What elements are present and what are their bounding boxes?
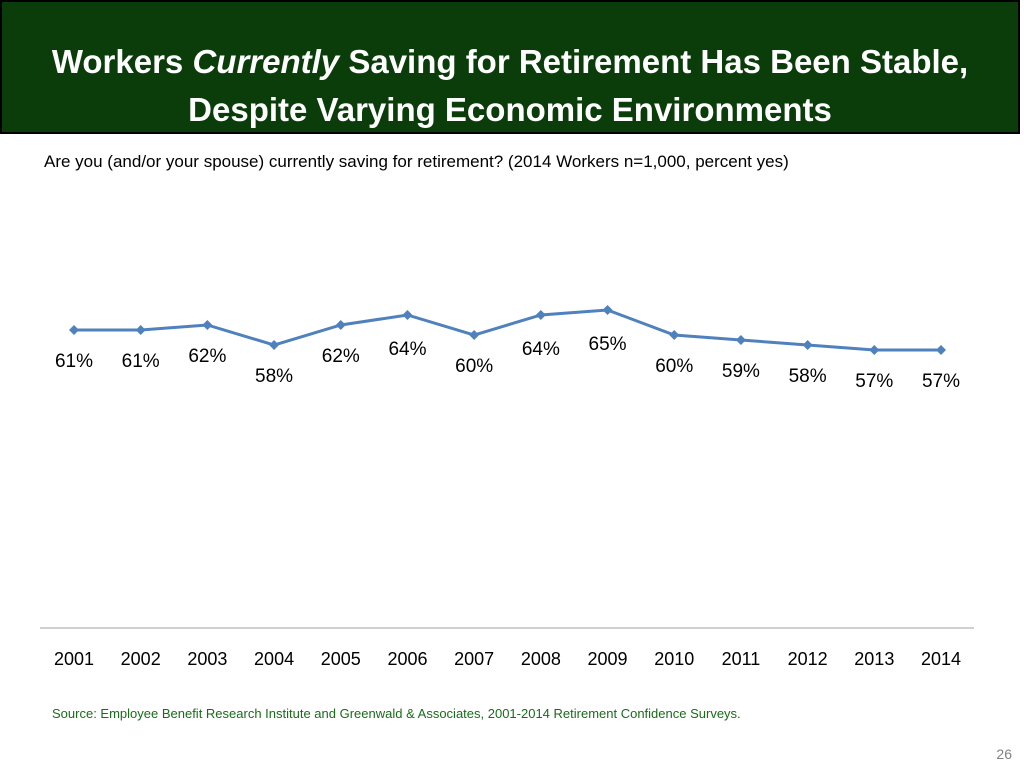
- x-tick-2005: 2005: [321, 649, 361, 669]
- data-point-2010: [669, 330, 680, 340]
- slide-title-line-1: Workers Currently Saving for Retirement …: [2, 42, 1018, 82]
- data-point-2007: [469, 330, 480, 340]
- x-tick-labels: 2001 2002 2003 2004 2005 2006 2007 2008 2009 2010…: [54, 649, 961, 669]
- data-point-2011: [735, 335, 746, 345]
- title-emphasis: Currently: [192, 43, 340, 80]
- data-point-2009: [602, 305, 613, 315]
- data-label-2014: 57%: [922, 371, 960, 392]
- data-markers: [69, 305, 946, 355]
- data-label-2006: 64%: [388, 339, 426, 360]
- x-tick-2003: 2003: [187, 649, 227, 669]
- x-tick-2011: 2011: [722, 649, 761, 669]
- title-part-1: Workers: [51, 43, 193, 80]
- data-label-2003: 62%: [188, 346, 226, 367]
- data-label-2012: 58%: [789, 366, 827, 387]
- data-point-2005: [335, 320, 346, 330]
- x-tick-2001: 2001: [54, 649, 94, 669]
- data-point-2001: [69, 325, 79, 335]
- data-label-2002: 61%: [122, 351, 160, 372]
- data-labels: 61% 61% 62% 58% 62% 64% 60% 64% 65% 60% 59% 58% 57% 5…: [55, 334, 960, 392]
- data-label-2013: 57%: [855, 371, 893, 392]
- x-tick-2010: 2010: [654, 649, 694, 669]
- title-part-2: Saving for Retirement Has Been Stable,: [339, 43, 969, 80]
- data-point-2006: [402, 310, 413, 320]
- data-point-2014: [936, 345, 946, 355]
- data-point-2003: [202, 320, 213, 330]
- x-tick-2009: 2009: [588, 649, 628, 669]
- x-tick-2007: 2007: [454, 649, 494, 669]
- data-point-2008: [535, 310, 546, 320]
- survey-question: Are you (and/or your spouse) currently s…: [44, 152, 789, 171]
- x-tick-2002: 2002: [121, 649, 161, 669]
- data-label-2001: 61%: [55, 351, 93, 372]
- page-number: 26: [996, 746, 1012, 762]
- x-tick-2006: 2006: [387, 649, 427, 669]
- data-label-2007: 60%: [455, 356, 493, 377]
- x-tick-2014: 2014: [921, 649, 961, 669]
- x-tick-2012: 2012: [788, 649, 828, 669]
- slide-title-line-2: Despite Varying Economic Environments: [188, 91, 832, 128]
- line-chart: 61% 61% 62% 58% 62% 64% 60% 64% 65% 60% 59% 58% 57% 5…: [40, 305, 974, 669]
- data-label-2011: 59%: [722, 361, 760, 382]
- title-bar: Workers Currently Saving for Retirement …: [0, 0, 1020, 134]
- data-point-2012: [802, 340, 813, 350]
- data-point-2013: [869, 345, 880, 355]
- data-point-2004: [269, 340, 280, 350]
- source-note: Source: Employee Benefit Research Instit…: [52, 706, 741, 721]
- data-label-2004: 58%: [255, 366, 293, 387]
- data-label-2009: 65%: [589, 334, 627, 355]
- series-line: [74, 308, 941, 352]
- data-point-2002: [135, 325, 146, 335]
- data-label-2005: 62%: [322, 346, 360, 367]
- data-label-2008: 64%: [522, 339, 560, 360]
- data-label-2010: 60%: [655, 356, 693, 377]
- x-tick-2013: 2013: [854, 649, 894, 669]
- x-tick-2008: 2008: [521, 649, 561, 669]
- x-tick-2004: 2004: [254, 649, 294, 669]
